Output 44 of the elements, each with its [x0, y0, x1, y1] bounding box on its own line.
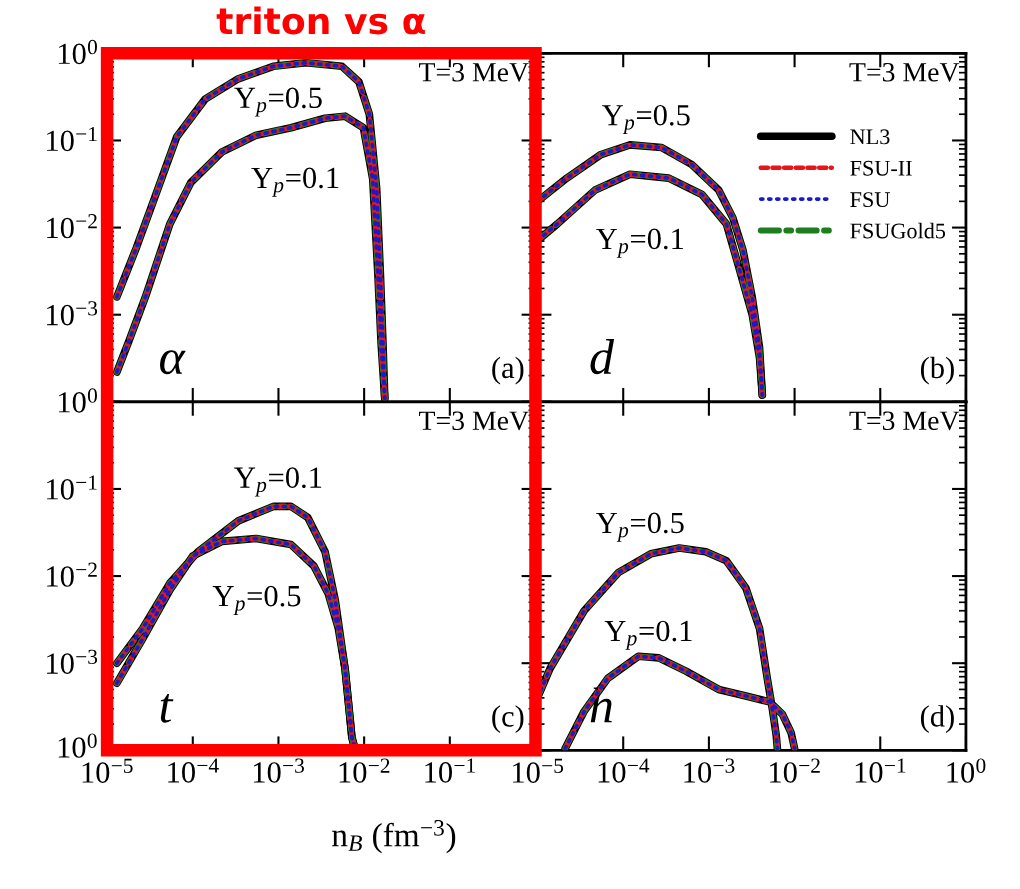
annotation: (d) [920, 705, 954, 733]
y-tick-label: 10$^{0}$ [58, 39, 97, 65]
x-tick-label: 10$^{−4}$ [168, 758, 219, 783]
annotation: Y$_{p}$=0.5 [596, 512, 684, 542]
y-tick-label: 10$^{0}$ [58, 388, 97, 413]
x-tick-label: 10$^{−2}$ [770, 758, 820, 783]
x-tick-label: 10$^{−1}$ [425, 758, 475, 783]
annotation: Y$_{p}$=0.5 [212, 585, 301, 615]
y-tick-label: 10$^{−3}$ [47, 649, 98, 674]
annotation: (a) [492, 356, 524, 385]
legend-label: NL3 [850, 129, 890, 145]
annotation: T=3 MeV [849, 411, 960, 431]
annotation: (b) [920, 356, 954, 385]
annotation: α [160, 350, 186, 375]
annotation: (c) [492, 705, 524, 733]
chart-title: triton vs α [216, 6, 425, 35]
y-tick-label: 10$^{−3}$ [47, 301, 98, 326]
x-tick-label: 10$^{−1}$ [855, 758, 906, 783]
y-tick-label: 10$^{−1}$ [47, 126, 97, 152]
y-tick-label: 10$^{−2}$ [47, 562, 97, 587]
annotation: T=3 MeV [849, 62, 960, 82]
x-tick-label: 10$^{−5}$ [82, 758, 133, 783]
x-tick-label: 10$^{−5}$ [513, 758, 564, 783]
x-axis-title: n$_{B}$ (fm$^{−3}$) [332, 820, 456, 854]
annotation: T=3 MeV [419, 62, 529, 82]
x-tick-label: 10$^{−3}$ [684, 758, 735, 783]
annotation: Y$_{p}$=0.1 [234, 467, 322, 497]
y-tick-label: 10$^{−1}$ [47, 475, 97, 500]
annotation: Y$_{p}$=0.1 [596, 228, 684, 258]
legend-label: FSUGold5 [850, 222, 946, 239]
annotation: T=3 MeV [419, 411, 529, 431]
annotation: t [160, 694, 174, 723]
annotation: Y$_{p}$=0.5 [234, 87, 322, 117]
x-tick-label: 10$^{0}$ [947, 758, 986, 783]
annotation: d [590, 339, 615, 375]
annotation: Y$_{p}$=0.1 [251, 167, 339, 197]
annotation: Y$_{p}$=0.5 [602, 104, 690, 134]
y-tick-label: 10$^{−2}$ [47, 214, 97, 239]
x-tick-label: 10$^{−4}$ [598, 758, 650, 783]
annotation: Y$_{p}$=0.1 [604, 620, 692, 650]
x-tick-label: 10$^{−2}$ [339, 758, 390, 783]
x-tick-label: 10$^{−3}$ [253, 758, 304, 783]
legend-label: FSU [850, 192, 890, 208]
legend-label: FSU-II [850, 160, 912, 176]
